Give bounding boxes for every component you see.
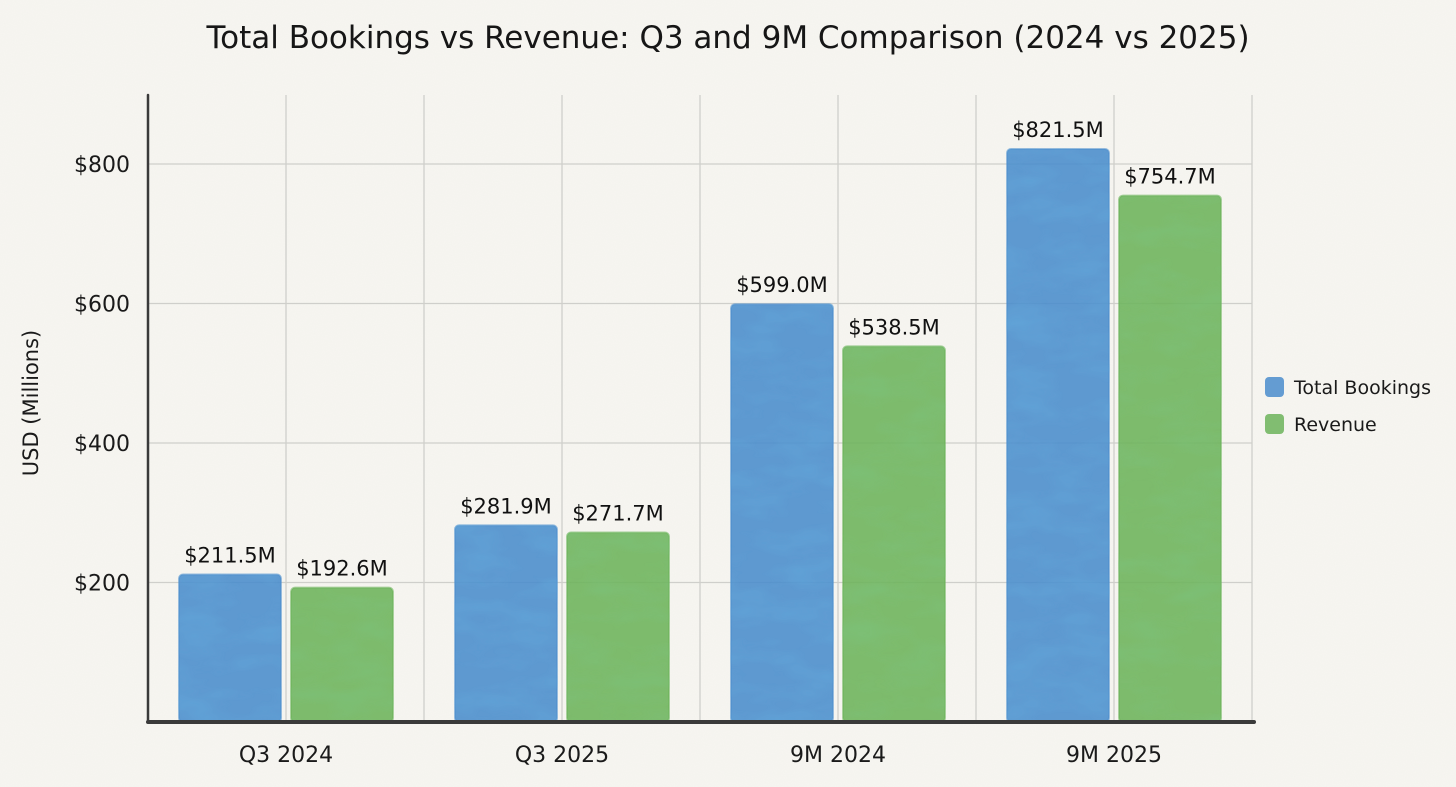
bar-total-bookings-9m-2024 <box>730 303 834 723</box>
legend-label[interactable]: Total Bookings <box>1293 377 1431 399</box>
y-axis-tick-labels: $200 $400 $600 $800 <box>74 153 130 597</box>
legend-swatch[interactable] <box>1265 377 1284 397</box>
bar-value-label: $599.0M <box>736 273 828 297</box>
bar-value-label: $271.7M <box>572 501 664 525</box>
x-category-label: Q3 2024 <box>239 743 333 768</box>
bar-revenue-9m-2025 <box>1118 194 1222 724</box>
axes <box>146 93 1256 724</box>
chart-title: Total Bookings vs Revenue: Q3 and 9M Com… <box>205 20 1249 56</box>
y-tick-label: $800 <box>74 153 130 178</box>
bar-value-labels: $211.5M $192.6M $281.9M $271.7M $599.0M $538.… <box>184 118 1216 581</box>
bar-total-bookings-q3-2024 <box>178 573 282 724</box>
x-category-label: 9M 2025 <box>1066 743 1162 768</box>
y-axis-title: USD (Millions) <box>19 330 43 477</box>
bar-value-label: $211.5M <box>184 543 276 567</box>
bar-total-bookings-q3-2025 <box>454 524 558 723</box>
x-category-label: 9M 2024 <box>790 743 886 768</box>
bar-revenue-9m-2024 <box>842 345 946 723</box>
bar-revenue-q3-2025 <box>566 531 670 724</box>
legend-label[interactable]: Revenue <box>1294 414 1377 436</box>
bar-value-label: $754.7M <box>1124 165 1216 189</box>
bars <box>178 148 1222 724</box>
y-tick-label: $600 <box>74 293 130 318</box>
bar-value-label: $192.6M <box>296 557 388 581</box>
x-axis-category-labels: Q3 2024 Q3 2025 9M 2024 9M 2025 <box>239 743 1162 768</box>
y-tick-label: $400 <box>74 432 130 457</box>
bar-value-label: $281.9M <box>460 494 552 518</box>
bar-value-label: $821.5M <box>1012 118 1104 142</box>
legend-swatch[interactable] <box>1265 414 1284 434</box>
bar-revenue-q3-2024 <box>290 586 394 723</box>
x-category-label: Q3 2025 <box>515 743 609 768</box>
y-tick-label: $200 <box>74 572 130 597</box>
legend[interactable]: Total Bookings Revenue <box>1265 377 1431 436</box>
bar-value-label: $538.5M <box>848 315 940 339</box>
bar-total-bookings-9m-2025 <box>1006 148 1110 724</box>
